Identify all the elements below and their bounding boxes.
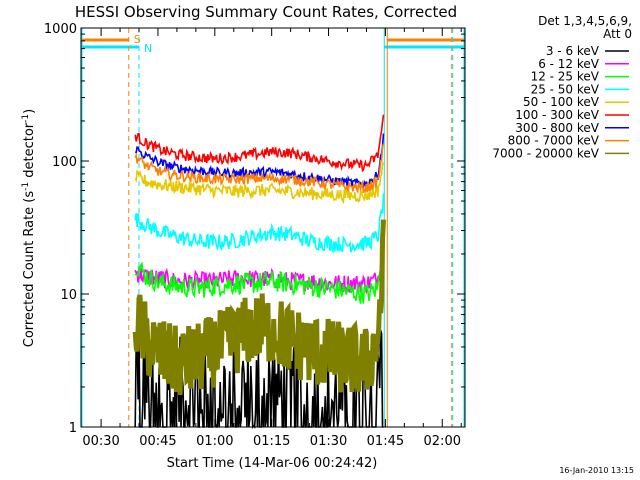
legend-label: 300 - 800 keV [515, 121, 599, 135]
legend-label: 7000 - 20000 keV [492, 146, 599, 160]
y-tick-label: 10 [60, 288, 77, 303]
legend-label: 100 - 300 keV [515, 108, 599, 122]
series-line [134, 143, 385, 195]
legend-header-detectors: Det 1,3,4,5,6,9, [538, 14, 632, 28]
y-axis-label-part3: ) [22, 109, 37, 114]
series-line [132, 219, 386, 395]
observing-markers: SN [81, 28, 465, 427]
plot-frame [80, 27, 466, 428]
marker-label: S [134, 33, 141, 46]
series-line [135, 133, 385, 190]
y-axis-ticks: 1 10 100 1000 [44, 22, 465, 436]
series-group [132, 114, 386, 430]
y-axis-label-sup2: -1 [21, 114, 31, 123]
y-axis-label-sup1: -1 [21, 182, 31, 191]
chart-title: HESSI Observing Summary Count Rates, Cor… [75, 3, 457, 21]
legend-label: 50 - 100 keV [523, 95, 600, 109]
y-tick-label: 1000 [44, 22, 77, 37]
x-axis-label: Start Time (14-Mar-06 00:24:42) [167, 456, 378, 471]
legend-label: 12 - 25 keV [531, 70, 600, 84]
x-tick-label: 01:00 [196, 434, 233, 449]
y-axis-label-part2: detector [22, 122, 37, 182]
series-line [134, 114, 385, 173]
y-tick-label: 100 [52, 155, 77, 170]
y-tick-label: 1 [69, 421, 77, 436]
legend-label: 6 - 12 keV [538, 57, 600, 71]
series-line [134, 193, 385, 255]
x-tick-label: 01:45 [367, 434, 404, 449]
y-axis-label: Corrected Count Rate (s-1 detector-1) [21, 109, 37, 347]
x-tick-label: 02:00 [424, 434, 461, 449]
x-tick-label: 01:30 [310, 434, 347, 449]
legend-header-attenuator: Att 0 [603, 27, 632, 41]
series-line [134, 160, 385, 205]
legend-label: 800 - 7000 keV [508, 134, 600, 148]
legend-label: 3 - 6 keV [546, 44, 600, 58]
marker-label: N [144, 42, 152, 55]
x-tick-label: 00:45 [139, 434, 176, 449]
series-line [134, 223, 385, 304]
legend-label: 25 - 50 keV [531, 82, 600, 96]
generation-date: 16-Jan-2010 13:15 [559, 466, 634, 475]
x-tick-label: 00:30 [82, 434, 119, 449]
y-axis-label-part1: Corrected Count Rate (s [22, 191, 37, 348]
x-tick-label: 01:15 [253, 434, 290, 449]
x-axis-ticks: 00:30 00:45 01:00 01:15 01:30 01:45 02:00 [82, 28, 462, 449]
